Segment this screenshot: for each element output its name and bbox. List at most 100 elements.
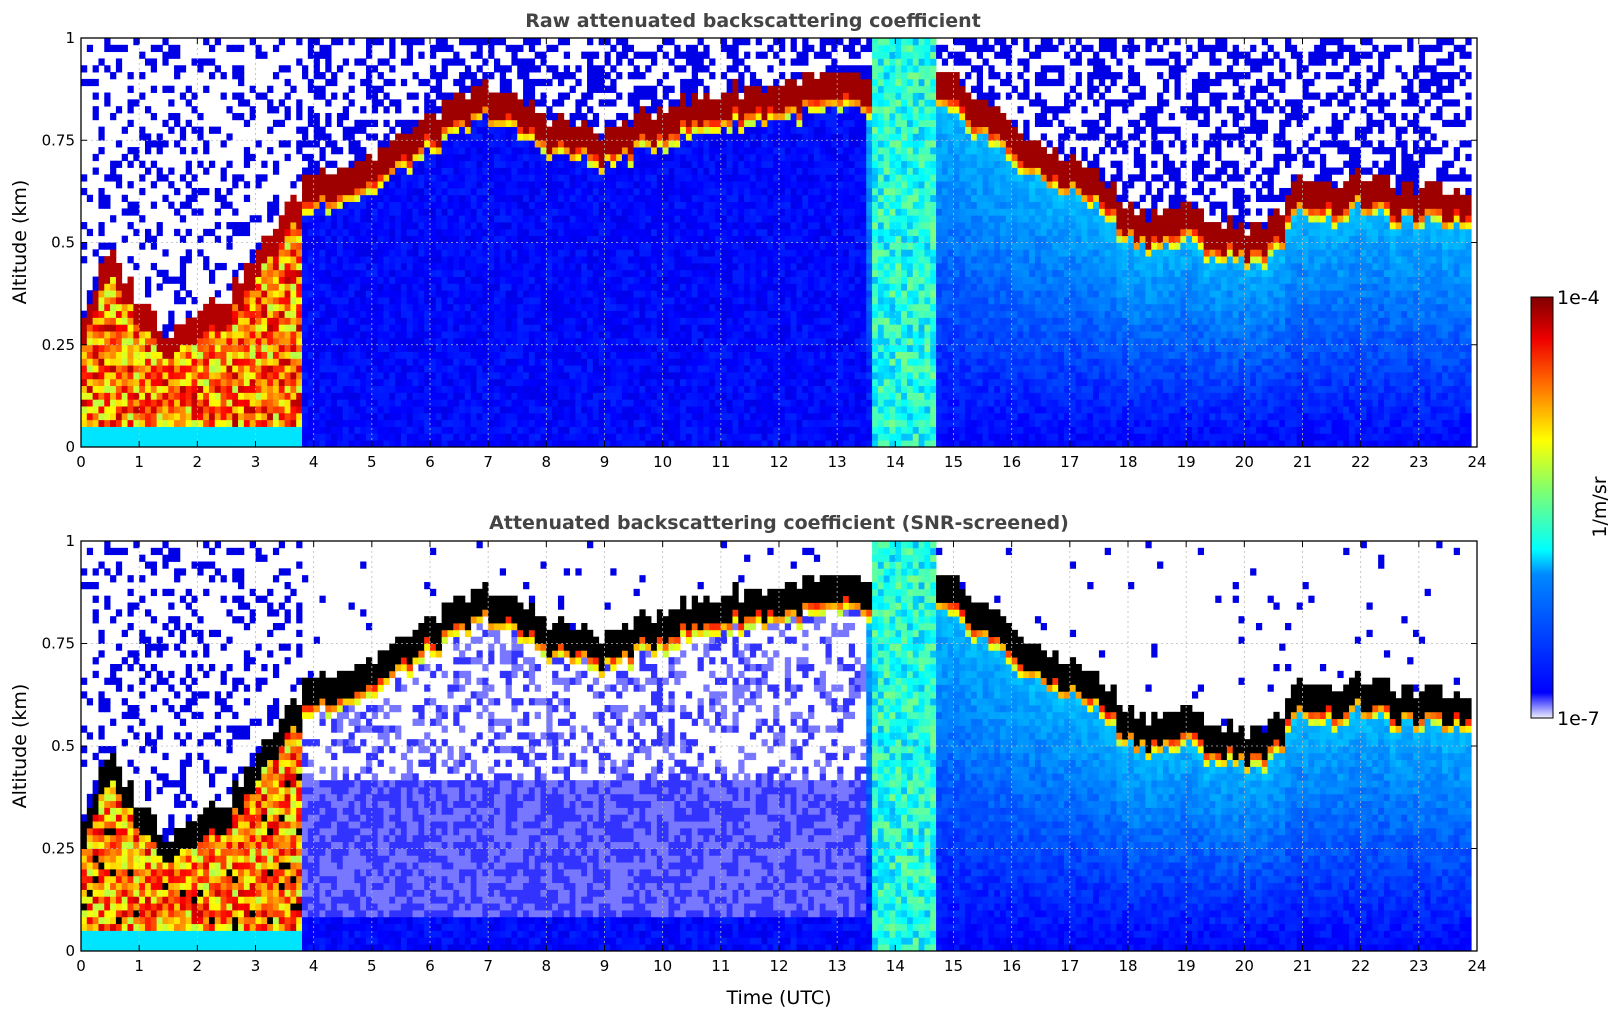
- heatmap-cell: [128, 304, 134, 311]
- heatmap-cell: [639, 93, 645, 100]
- heatmap-cell: [81, 311, 87, 318]
- heatmap-cell: [354, 202, 360, 209]
- heatmap-cell: [436, 399, 442, 406]
- heatmap-cell: [581, 297, 587, 304]
- heatmap-cell: [593, 324, 599, 331]
- heatmap-cell: [168, 127, 174, 134]
- heatmap-cell: [319, 372, 325, 379]
- heatmap-cell: [413, 72, 419, 79]
- heatmap-cell: [622, 283, 628, 290]
- heatmap-cell: [372, 440, 378, 447]
- heatmap-cell: [418, 174, 424, 181]
- heatmap-cell: [703, 324, 709, 331]
- heatmap-cell: [703, 406, 709, 413]
- heatmap-cell: [511, 311, 517, 318]
- heatmap-cell: [564, 283, 570, 290]
- heatmap-cell: [314, 256, 320, 263]
- heatmap-cell: [558, 386, 564, 393]
- heatmap-cell: [668, 413, 674, 420]
- heatmap-cell: [104, 263, 110, 270]
- heatmap-cell: [674, 358, 680, 365]
- heatmap-cell: [331, 399, 337, 406]
- heatmap-cell: [523, 297, 529, 304]
- heatmap-cell: [471, 79, 477, 86]
- heatmap-cell: [331, 324, 337, 331]
- heatmap-cell: [319, 72, 325, 79]
- heatmap-cell: [558, 440, 564, 447]
- heatmap-cell: [424, 277, 430, 284]
- heatmap-cell: [209, 379, 215, 386]
- heatmap-cell: [192, 331, 198, 338]
- heatmap-cell: [395, 352, 401, 359]
- heatmap-cell: [599, 283, 605, 290]
- heatmap-cell: [389, 147, 395, 154]
- heatmap-cell: [232, 386, 238, 393]
- heatmap-cell: [302, 229, 308, 236]
- heatmap-cell: [634, 392, 640, 399]
- heatmap-cell: [273, 406, 279, 413]
- heatmap-cell: [599, 365, 605, 372]
- heatmap-cell: [587, 386, 593, 393]
- heatmap-cell: [378, 297, 384, 304]
- heatmap-cell: [622, 45, 628, 52]
- heatmap-cell: [93, 65, 99, 72]
- heatmap-cell: [81, 413, 87, 420]
- heatmap-cell: [197, 161, 203, 168]
- heatmap-cell: [418, 358, 424, 365]
- heatmap-cell: [238, 379, 244, 386]
- heatmap-cell: [570, 140, 576, 147]
- heatmap-cell: [610, 208, 616, 215]
- heatmap-cell: [511, 168, 517, 175]
- heatmap-cell: [87, 420, 93, 427]
- heatmap-cell: [349, 413, 355, 420]
- heatmap-cell: [692, 195, 698, 202]
- heatmap-cell: [523, 270, 529, 277]
- heatmap-cell: [413, 140, 419, 147]
- heatmap-cell: [407, 277, 413, 284]
- heatmap-cell: [581, 161, 587, 168]
- heatmap-cell: [308, 386, 314, 393]
- heatmap-cell: [285, 345, 291, 352]
- heatmap-cell: [692, 352, 698, 359]
- heatmap-cell: [651, 93, 657, 100]
- heatmap-cell: [622, 311, 628, 318]
- heatmap-cell: [488, 52, 494, 59]
- heatmap-cell: [238, 297, 244, 304]
- heatmap-cell: [354, 297, 360, 304]
- heatmap-cell: [552, 215, 558, 222]
- heatmap-cell: [343, 181, 349, 188]
- heatmap-cell: [98, 433, 104, 440]
- heatmap-cell: [383, 297, 389, 304]
- heatmap-cell: [383, 181, 389, 188]
- heatmap-cell: [680, 65, 686, 72]
- heatmap-cell: [517, 229, 523, 236]
- heatmap-cell: [698, 65, 704, 72]
- heatmap-cell: [506, 413, 512, 420]
- heatmap-cell: [686, 86, 692, 93]
- heatmap-cell: [651, 433, 657, 440]
- heatmap-cell: [477, 324, 483, 331]
- heatmap-cell: [424, 283, 430, 290]
- heatmap-cell: [116, 140, 122, 147]
- heatmap-cell: [471, 154, 477, 161]
- heatmap-cell: [168, 379, 174, 386]
- heatmap-cell: [250, 106, 256, 113]
- heatmap-cell: [180, 133, 186, 140]
- heatmap-cell: [314, 215, 320, 222]
- heatmap-cell: [546, 406, 552, 413]
- heatmap-cell: [98, 263, 104, 270]
- heatmap-cell: [552, 65, 558, 72]
- heatmap-cell: [616, 249, 622, 256]
- heatmap-cell: [535, 127, 541, 134]
- heatmap-cell: [465, 352, 471, 359]
- heatmap-cell: [325, 365, 331, 372]
- heatmap-cell: [535, 52, 541, 59]
- heatmap-cell: [616, 270, 622, 277]
- heatmap-cell: [657, 372, 663, 379]
- heatmap-cell: [430, 208, 436, 215]
- heatmap-cell: [296, 433, 302, 440]
- heatmap-cell: [645, 86, 651, 93]
- heatmap-cell: [587, 202, 593, 209]
- heatmap-cell: [494, 65, 500, 72]
- heatmap-cell: [180, 379, 186, 386]
